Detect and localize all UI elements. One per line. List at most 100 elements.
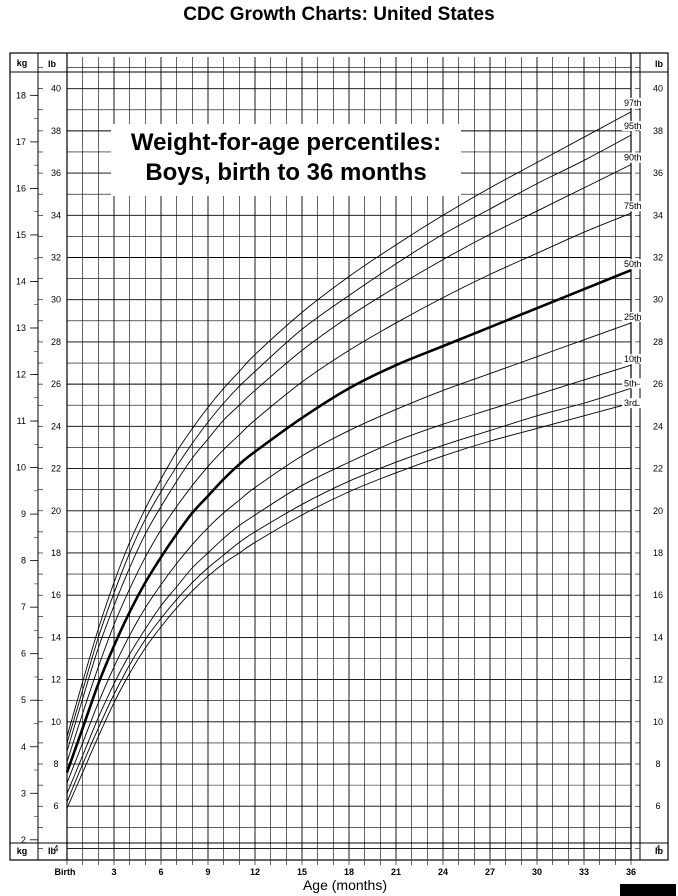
lb-tick-label-left: 20	[51, 506, 61, 516]
x-tick-label: 12	[250, 867, 260, 877]
lb-tick-label-right: 10	[653, 717, 663, 727]
kg-tick-label: 9	[21, 509, 26, 519]
kg-tick-label: 4	[21, 742, 26, 752]
x-tick-label: 9	[205, 867, 210, 877]
curve-label-3rd: 3rd	[624, 398, 637, 408]
percentile-curve-50th	[65, 268, 632, 773]
x-tick-label: 18	[344, 867, 354, 877]
lb-tick-label-left: 32	[51, 253, 61, 263]
percentile-curves: 97th 95th 90th 75th 50th 25th 10th 5th 3rd	[65, 97, 646, 809]
kg-tick-label: 12	[16, 370, 26, 380]
lb-tick-label-right: 8	[655, 759, 660, 769]
lb-tick-label-left: 30	[51, 295, 61, 305]
kg-tick-label: 13	[16, 323, 26, 333]
x-tick-label: 15	[297, 867, 307, 877]
x-axis-label: Age (months)	[302, 877, 388, 893]
curve-label-90th: 90th	[624, 153, 642, 163]
lb-tick-label-right: 28	[653, 337, 663, 347]
lb-tick-label-left: 36	[51, 168, 61, 178]
page-header-title: CDC Growth Charts: United States	[183, 4, 495, 25]
cdc-logo-icon	[620, 884, 676, 896]
lb-tick-label-right: 32	[653, 253, 663, 263]
x-tick-label: 36	[626, 867, 636, 877]
x-tick-label: 3	[111, 867, 116, 877]
lb-tick-label-right: 34	[653, 210, 663, 220]
lb-tick-label-right: 26	[653, 379, 663, 389]
curve-label-background	[622, 311, 646, 322]
lb-tick-label-left: 24	[51, 421, 61, 431]
lb-tick-label-right: 12	[653, 675, 663, 685]
kg-tick-label: 10	[16, 463, 26, 473]
lb-tick-label-right: 30	[653, 295, 663, 305]
lb-tick-label-right: 6	[655, 801, 660, 811]
curve-label-background	[622, 152, 646, 163]
curve-label-background	[622, 259, 646, 270]
curve-label-background	[622, 201, 646, 212]
kg-unit-top: kg	[17, 58, 28, 68]
lb-tick-label-left: 18	[51, 548, 61, 558]
lb-tick-label-left: 16	[51, 590, 61, 600]
x-tick-label: 27	[485, 867, 495, 877]
kg-tick-label: 11	[17, 416, 26, 426]
percentile-curve-97th	[66, 111, 632, 737]
kg-tick-label: 2	[21, 835, 26, 845]
x-tick-label: 33	[579, 867, 589, 877]
lb-tick-label-left: 22	[51, 464, 61, 474]
curve-label-50th: 50th	[624, 259, 642, 269]
lb-tick-label-right: 4	[655, 843, 660, 853]
chart-title: Weight-for-age percentiles: Boys, birth …	[111, 124, 461, 196]
chart-title-line-2: Boys, birth to 36 months	[145, 159, 427, 186]
axes-frame	[9, 52, 669, 861]
kg-tick-label: 3	[21, 788, 26, 798]
lb-tick-label-left: 34	[51, 210, 61, 220]
lb-tick-label-right: 36	[653, 168, 663, 178]
curve-label-background	[622, 97, 646, 108]
percentile-curve-5th	[66, 387, 632, 803]
percentile-curve-90th	[66, 164, 632, 752]
kg-tick-label: 5	[21, 695, 26, 705]
x-tick-label: 21	[391, 867, 401, 877]
curve-label-97th: 97th	[624, 98, 642, 108]
lb-tick-label-right: 14	[653, 632, 663, 642]
kg-tick-label: 18	[16, 90, 26, 100]
lb-tick-label-right: 40	[653, 84, 663, 94]
lb-tick-label-left: 40	[51, 84, 61, 94]
x-tick-label: 24	[438, 867, 448, 877]
kg-tick-label: 16	[16, 183, 26, 193]
curve-label-95th: 95th	[624, 121, 642, 131]
curve-label-background	[622, 354, 646, 365]
lb-tick-label-right: 20	[653, 506, 663, 516]
kg-tick-label: 15	[16, 230, 26, 240]
percentile-curve-95th	[66, 134, 632, 744]
percentile-curve-10th	[66, 364, 632, 794]
lb-tick-label-left: 26	[51, 379, 61, 389]
lb-tick-label-left: 8	[53, 759, 58, 769]
percentile-curve-75th	[66, 212, 632, 763]
percentile-curve-3rd	[66, 402, 632, 809]
curve-label-75th: 75th	[624, 201, 642, 211]
outer-frame	[9, 52, 669, 861]
chart-title-line-1: Weight-for-age percentiles:	[130, 129, 442, 156]
lb-tick-label-left: 4	[53, 843, 58, 853]
lb-tick-label-left: 12	[51, 675, 61, 685]
lb-tick-label-left: 28	[51, 337, 61, 347]
lb-tick-label-right: 22	[653, 464, 663, 474]
x-tick-label: 30	[532, 867, 542, 877]
x-tick-label: Birth	[55, 867, 76, 877]
kg-tick-label: 7	[21, 602, 26, 612]
percentile-curve-25th	[66, 322, 632, 784]
curve-label-background	[622, 398, 646, 409]
lb-tick-label-left: 10	[51, 717, 61, 727]
kg-unit-bottom: kg	[17, 846, 28, 856]
lb-tick-label-left: 6	[53, 801, 58, 811]
curve-label-5th: 5th	[624, 378, 637, 388]
curve-label-background	[622, 378, 646, 389]
kg-tick-label: 8	[21, 556, 26, 566]
lb-tick-label-left: 14	[51, 632, 61, 642]
kg-tick-label: 6	[21, 649, 26, 659]
lb-unit-top-right: lb	[655, 59, 664, 69]
lb-tick-label-right: 38	[653, 126, 663, 136]
lb-tick-label-right: 24	[653, 421, 663, 431]
lb-tick-label-right: 18	[653, 548, 663, 558]
